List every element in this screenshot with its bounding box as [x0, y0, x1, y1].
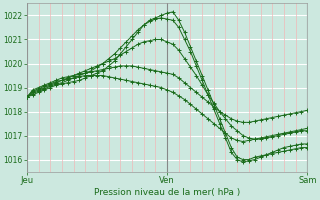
X-axis label: Pression niveau de la mer( hPa ): Pression niveau de la mer( hPa )	[94, 188, 240, 197]
